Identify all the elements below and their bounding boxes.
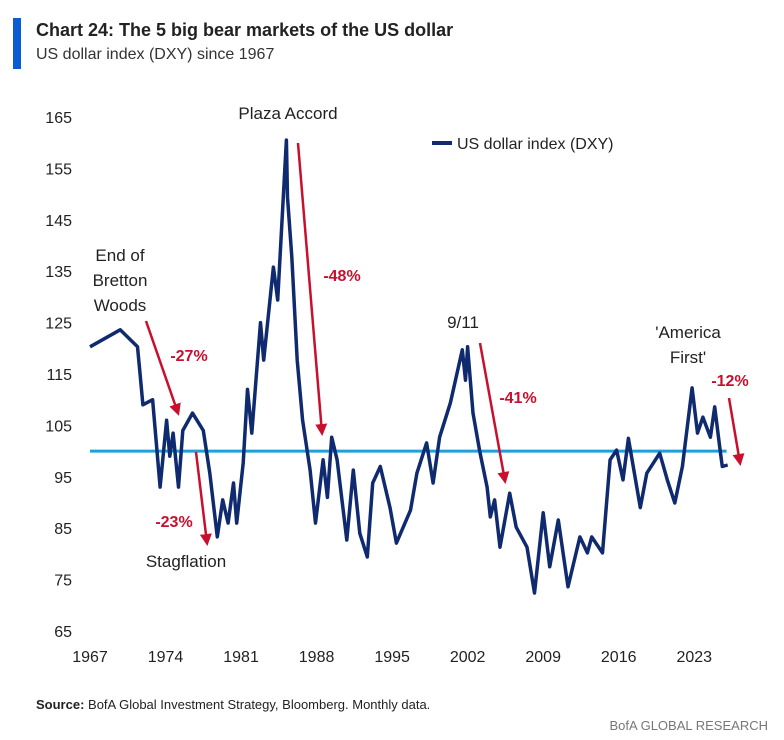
x-tick-label: 2009 — [525, 649, 561, 666]
y-tick-label: 65 — [54, 624, 72, 641]
annotation-bretton: End of — [95, 246, 144, 265]
annotation-pct27: -27% — [170, 348, 207, 365]
x-tick-label: 1988 — [299, 649, 335, 666]
x-tick-label: 1974 — [148, 649, 184, 666]
annotation-nineeleven: 9/11 — [447, 313, 479, 332]
y-tick-label: 135 — [45, 264, 72, 281]
arrow-plaza — [296, 142, 328, 436]
chart-title: Chart 24: The 5 big bear markets of the … — [36, 20, 454, 40]
arrow-nine — [478, 342, 510, 484]
x-tick-label: 1967 — [72, 649, 108, 666]
arrow-bretton — [144, 320, 181, 416]
y-tick-label: 75 — [54, 573, 72, 590]
annotation-stagflation: Stagflation — [146, 552, 226, 571]
x-tick-label: 1995 — [374, 649, 410, 666]
annotation-bretton: Bretton — [93, 271, 148, 290]
source-text: BofA Global Investment Strategy, Bloombe… — [84, 697, 431, 712]
y-tick-label: 115 — [46, 367, 72, 384]
y-tick-label: 145 — [45, 213, 72, 230]
annotation-pct48: -48% — [323, 268, 360, 285]
x-tick-label: 1981 — [223, 649, 259, 666]
legend-label: US dollar index (DXY) — [457, 136, 614, 153]
y-tick-label: 155 — [45, 161, 72, 178]
y-tick-label: 85 — [54, 521, 72, 538]
accent-bar — [13, 18, 21, 69]
annotation-pct23: -23% — [155, 514, 192, 531]
chart-subtitle: US dollar index (DXY) since 1967 — [36, 46, 275, 63]
x-tick-label: 2023 — [676, 649, 712, 666]
x-tick-label: 2002 — [450, 649, 486, 666]
annotation-bretton: Woods — [94, 296, 147, 315]
y-tick-label: 165 — [45, 110, 72, 127]
annotation-pct12: -12% — [711, 373, 748, 390]
arrow-stag — [194, 451, 212, 546]
series-line-dxy — [89, 138, 729, 595]
brand-footer: BofA GLOBAL RESEARCH — [609, 718, 768, 733]
y-tick-label: 125 — [45, 316, 72, 333]
annotation-america: 'America — [655, 323, 721, 342]
y-tick-label: 95 — [54, 470, 72, 487]
annotation-pct41: -41% — [499, 390, 536, 407]
x-tick-label: 2016 — [601, 649, 637, 666]
source-label: Source: — [36, 697, 85, 712]
y-tick-label: 105 — [45, 418, 72, 435]
annotation-america: First' — [670, 348, 706, 367]
arrow-america — [727, 397, 745, 466]
annotation-plaza: Plaza Accord — [238, 104, 337, 123]
source-note: Source: BofA Global Investment Strategy,… — [36, 697, 430, 712]
